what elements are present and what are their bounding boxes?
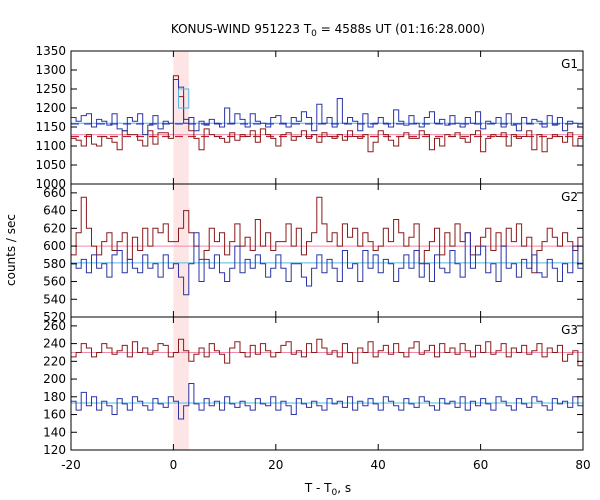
y-tick-label: 1350 <box>35 44 66 58</box>
y-tick-label: 560 <box>43 275 66 289</box>
y-tick-label: 140 <box>43 425 66 439</box>
y-tick-label: 220 <box>43 354 66 368</box>
y-tick-label: 1100 <box>35 139 66 153</box>
panel-g3: 120 140 160 180 200 220 240 260 G3 <box>43 316 584 457</box>
y-tick-label: 660 <box>43 186 66 200</box>
series-red-g3 <box>71 338 583 367</box>
panel-frame <box>70 316 584 451</box>
y-tick-label: 1050 <box>35 158 66 172</box>
x-tick-label: 80 <box>575 458 590 472</box>
y-tick-label: 1000 <box>35 177 66 191</box>
series-blue-g2 <box>71 232 583 296</box>
y-tick-label: 180 <box>43 390 66 404</box>
x-axis-label: T - T0, s <box>304 481 351 498</box>
y-tick-label: 580 <box>43 257 66 271</box>
panel-g2: 520 540 560 580 600 620 640 660 G2 <box>43 183 584 324</box>
y-tick-label: 240 <box>43 337 66 351</box>
trigger-highlight-band <box>173 51 189 450</box>
series-red-g2 <box>71 196 583 274</box>
y-tick-label: 620 <box>43 221 66 235</box>
x-tick-label: -20 <box>61 458 81 472</box>
y-tick-label: 1150 <box>35 120 66 134</box>
panel-label-g1: G1 <box>561 57 578 71</box>
inset-interval-box <box>178 88 190 109</box>
x-tick-label: 60 <box>473 458 488 472</box>
x-tick-label: 40 <box>371 458 386 472</box>
y-tick-label: 260 <box>43 319 66 333</box>
panel-g1: 1000 1050 1100 1150 1200 1250 1300 1350 G1 <box>35 44 584 191</box>
y-tick-label: 120 <box>43 443 66 457</box>
x-tick-label: 20 <box>268 458 283 472</box>
chart-title: KONUS-WIND 951223 T0 = 4588s UT (01:16:2… <box>171 22 485 39</box>
series-blue-g1 <box>71 79 583 136</box>
y-tick-label: 1250 <box>35 82 66 96</box>
y-axis-label: counts / sec <box>4 214 18 286</box>
y-tick-label: 520 <box>43 310 66 324</box>
y-tick-label: 160 <box>43 408 66 422</box>
series-blue-g3 <box>71 383 583 420</box>
y-tick-label: 200 <box>43 372 66 386</box>
y-tick-label: 540 <box>43 292 66 306</box>
y-tick-label: 1200 <box>35 101 66 115</box>
panel-label-g2: G2 <box>561 190 578 204</box>
y-tick-label: 600 <box>43 239 66 253</box>
y-tick-label: 1300 <box>35 63 66 77</box>
y-tick-label: 640 <box>43 204 66 218</box>
series-red-g1 <box>71 75 583 153</box>
panel-label-g3: G3 <box>561 323 578 337</box>
panels-layer: 10001050110011501200125013001350G1520540… <box>35 44 590 472</box>
x-tick-label: 0 <box>170 458 178 472</box>
